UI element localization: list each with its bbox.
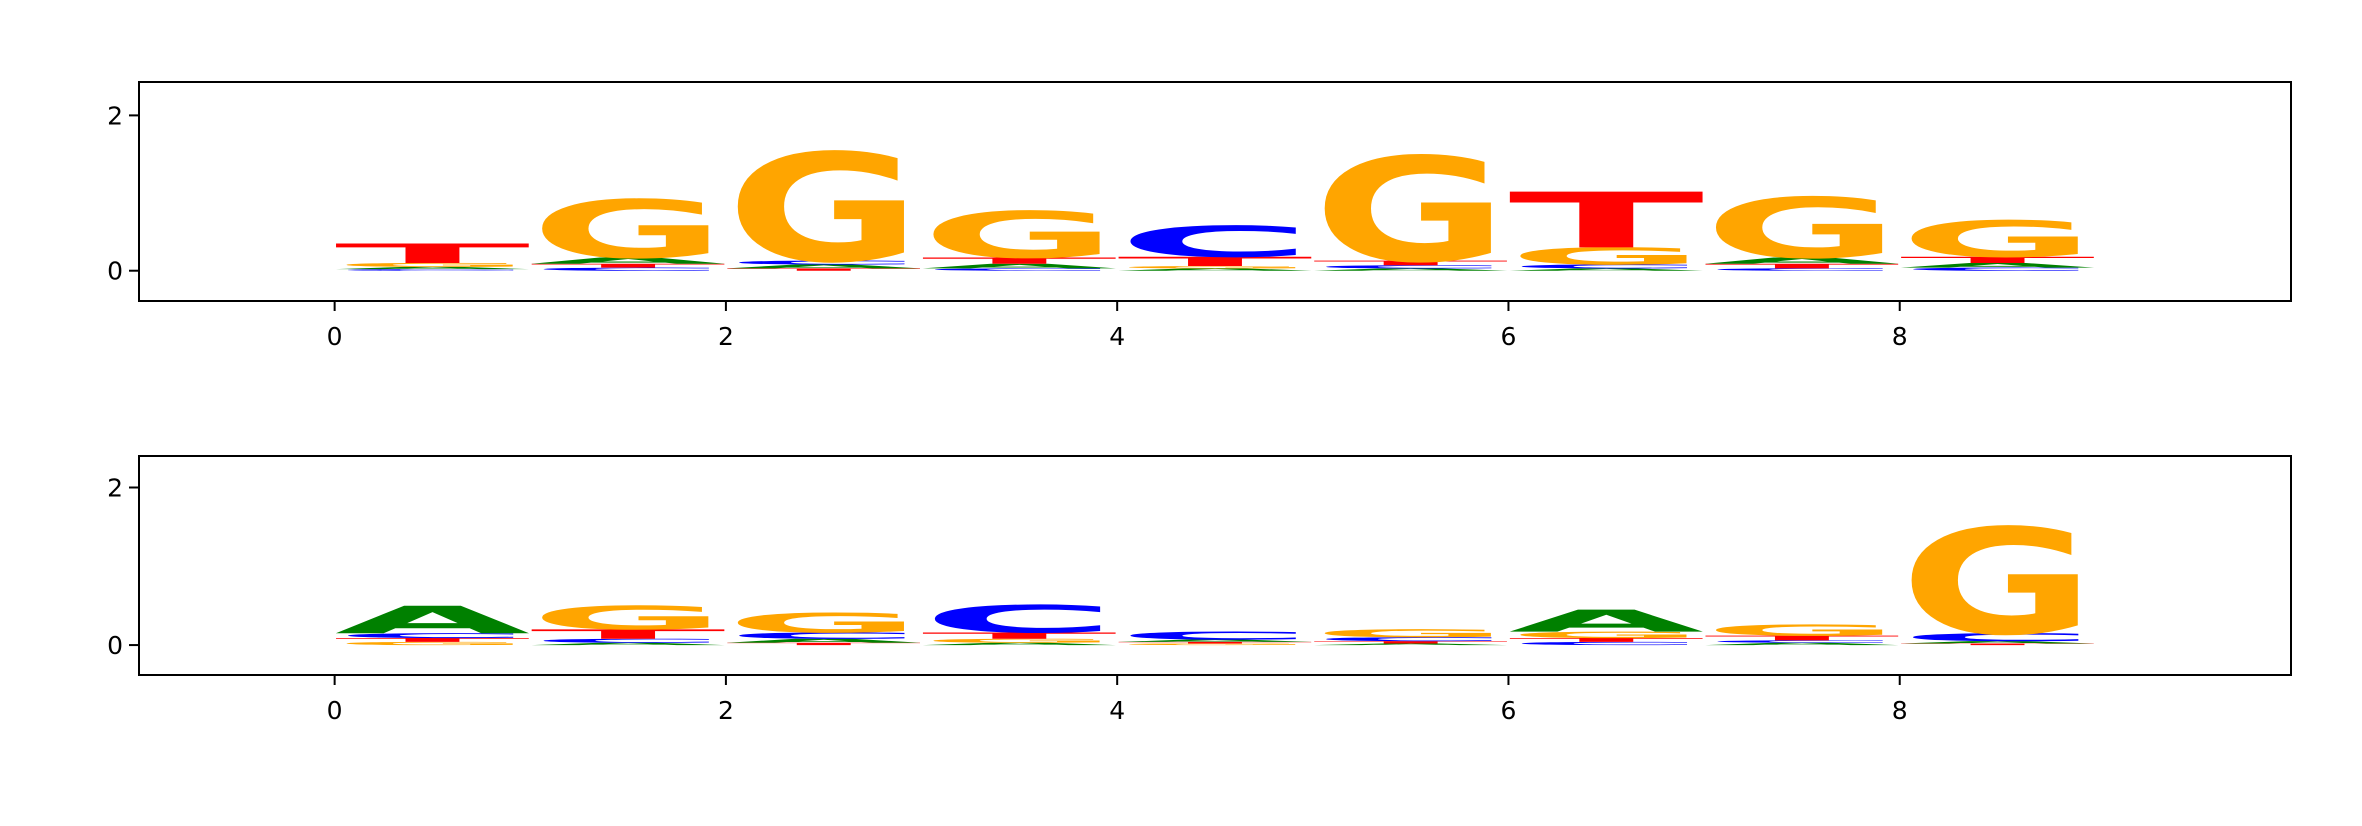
logo-letter: T bbox=[1117, 254, 1314, 269]
logo-letter: G bbox=[1900, 211, 2096, 269]
logo-letter: T bbox=[1900, 255, 2098, 265]
logo-letter: C bbox=[1508, 641, 1704, 646]
logo-letter: A bbox=[530, 256, 726, 266]
logo-letter: T bbox=[530, 263, 726, 269]
logo-letter: G bbox=[1508, 243, 1704, 270]
logo-letter: C bbox=[1900, 631, 2096, 644]
logo-letter: G bbox=[726, 608, 922, 639]
x-tick-label: 0 bbox=[327, 696, 343, 725]
y-tick-label: 2 bbox=[107, 474, 123, 503]
logo-letter: A bbox=[1313, 268, 1510, 272]
logo-letter: T bbox=[1117, 641, 1313, 644]
logo-letter: G bbox=[1900, 499, 2096, 668]
plot-frame bbox=[138, 81, 2292, 302]
logo-letter: G bbox=[726, 122, 922, 296]
x-tick-label: 4 bbox=[1109, 696, 1125, 725]
logo-letter: G bbox=[922, 638, 1118, 644]
logo-letter: T bbox=[1704, 634, 1900, 642]
y-tick-label: 0 bbox=[107, 631, 123, 660]
logo-letter: G bbox=[1117, 643, 1313, 646]
logo-letter: G bbox=[922, 198, 1118, 273]
plot-frame bbox=[138, 455, 2292, 676]
logo-letter: T bbox=[1704, 262, 1900, 269]
logo-letter: C bbox=[1508, 263, 1704, 269]
logo-letter: A bbox=[335, 266, 532, 270]
logo-letter: T bbox=[1508, 177, 1704, 266]
logo-letter: C bbox=[1117, 218, 1313, 267]
logo-letter: T bbox=[922, 631, 1120, 641]
logo-letter: T bbox=[1508, 637, 1704, 643]
logo-letter: G bbox=[1704, 181, 1900, 278]
logo-letter: A bbox=[922, 642, 1119, 646]
logo-letter: T bbox=[335, 637, 531, 643]
y-tick-label: 2 bbox=[107, 101, 123, 130]
logo-letter: G bbox=[335, 262, 531, 268]
y-tick-label: 0 bbox=[107, 257, 123, 286]
logo-letter: T bbox=[922, 256, 1120, 266]
logo-letter: A bbox=[1508, 604, 1704, 639]
logo-letter: A bbox=[1704, 256, 1900, 266]
logo-letter: A bbox=[530, 642, 727, 646]
logo-letter: G bbox=[1117, 265, 1313, 269]
x-tick-label: 4 bbox=[1109, 322, 1125, 351]
logo-letter: C bbox=[726, 631, 922, 641]
logo-letter: C bbox=[1900, 267, 2096, 272]
logo-letter: T bbox=[335, 239, 531, 270]
x-tick-label: 0 bbox=[327, 322, 343, 351]
logo-letter: T bbox=[1900, 643, 2096, 646]
logo-letter: T bbox=[726, 642, 922, 646]
logo-letter: G bbox=[1313, 128, 1509, 295]
logo-letter: T bbox=[1313, 259, 1509, 266]
logo-letter: G bbox=[1508, 630, 1704, 640]
logo-letter: C bbox=[530, 638, 726, 644]
logo-letter: A bbox=[1900, 262, 2096, 269]
logo-letter: A bbox=[726, 263, 922, 269]
logo-letter: T bbox=[726, 268, 922, 272]
logo-letter: C bbox=[530, 267, 726, 272]
logo-letter: G bbox=[1313, 627, 1509, 640]
logo-letter: C bbox=[1117, 630, 1313, 643]
logo-letter: C bbox=[335, 269, 531, 271]
x-tick-label: 8 bbox=[1892, 696, 1908, 725]
logo-letter: G bbox=[335, 641, 531, 646]
x-tick-label: 6 bbox=[1501, 696, 1517, 725]
logo-letter: C bbox=[1313, 636, 1509, 642]
logo-letter: G bbox=[530, 599, 726, 637]
logo-letter: C bbox=[335, 632, 531, 640]
logo-letter: A bbox=[1900, 640, 2097, 644]
logo-letter: C bbox=[1704, 640, 1900, 644]
logo-letter: C bbox=[922, 268, 1118, 272]
x-tick-label: 6 bbox=[1501, 322, 1517, 351]
x-tick-label: 2 bbox=[718, 696, 734, 725]
logo-letter: A bbox=[1508, 268, 1705, 272]
logo-letter: C bbox=[1313, 264, 1509, 269]
logo-letter: C bbox=[1704, 268, 1900, 272]
logo-letter: A bbox=[922, 262, 1118, 269]
logo-letter: A bbox=[1704, 642, 1901, 646]
logo-letter: G bbox=[1704, 622, 1900, 640]
logo-letter: A bbox=[1313, 643, 1510, 646]
logo-letter: G bbox=[530, 184, 726, 277]
logo-letter: A bbox=[335, 598, 532, 642]
logo-letter: C bbox=[726, 260, 922, 266]
logo-letter: T bbox=[530, 627, 727, 642]
logo-letter: A bbox=[726, 638, 922, 644]
logo-letter: A bbox=[1117, 268, 1314, 272]
x-tick-label: 8 bbox=[1892, 322, 1908, 351]
logo-letter: A bbox=[1117, 639, 1314, 643]
x-tick-label: 2 bbox=[718, 322, 734, 351]
logo-letter: T bbox=[1313, 640, 1509, 644]
logo-letter: C bbox=[922, 597, 1118, 641]
